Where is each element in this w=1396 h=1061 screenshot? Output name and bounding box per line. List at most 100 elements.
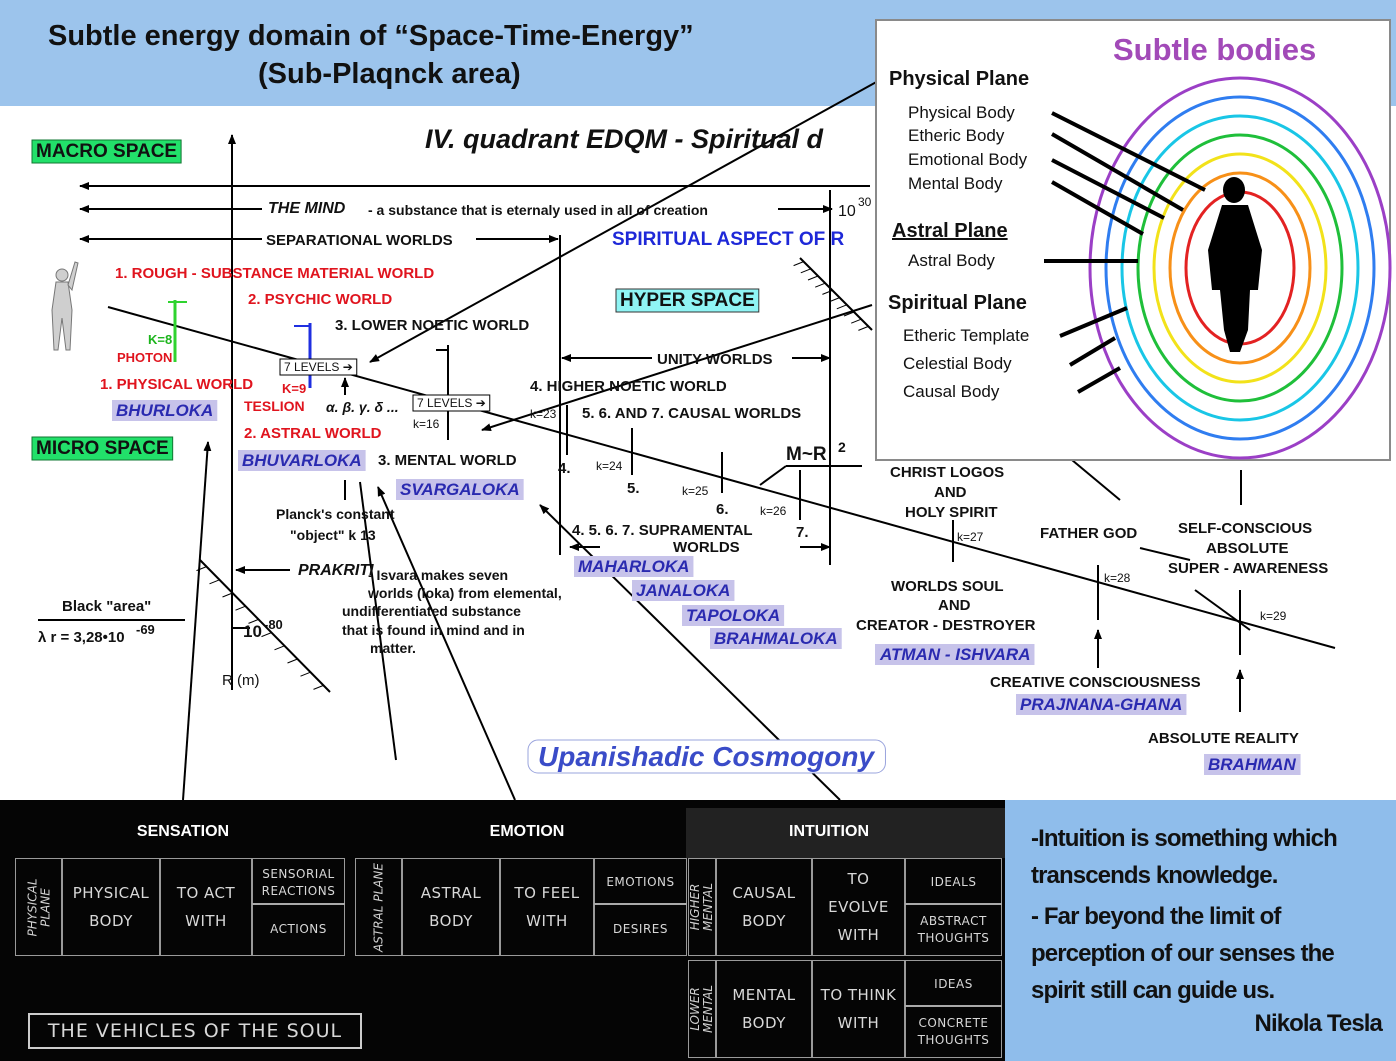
diagram-label: BHURLOKA xyxy=(116,401,213,420)
diagram-label: SVARGALOKA xyxy=(400,480,520,499)
body-cell: CAUSAL BODY xyxy=(716,858,812,956)
body-cell: MENTAL BODY xyxy=(716,960,812,1058)
diagram-label: CHRIST LOGOS xyxy=(890,464,1004,481)
diagram-label: - Isvara makes seven xyxy=(368,567,508,583)
diagram-label: CREATOR - DESTROYER xyxy=(856,617,1036,634)
diagram-label: SPIRITUAL ASPECT OF R xyxy=(612,229,845,250)
body-name: Causal Body xyxy=(903,382,1000,401)
diagram-label: undifferentiated substance xyxy=(342,603,521,619)
panel-title: Subtle bodies xyxy=(1113,32,1316,67)
diagram-label: k=16 xyxy=(413,417,440,431)
page: { "header": {"title_line1": "Subtle ener… xyxy=(0,0,1396,1061)
diagram-label: R (m) xyxy=(222,672,260,689)
diagram-label: k=29 xyxy=(1260,609,1287,623)
diagram-label: 7 LEVELS ➔ xyxy=(417,396,486,410)
reaction-bottom: CONCRETE THOUGHTS xyxy=(905,1009,1002,1054)
diagram-label: PRAJNANA-GHANA xyxy=(1020,695,1182,714)
diagram-label: FATHER GOD xyxy=(1040,525,1137,542)
diagram-label: HYPER SPACE xyxy=(620,290,755,311)
plane-label: LOWER MENTAL xyxy=(690,964,714,1054)
diagram-label: BHUVARLOKA xyxy=(242,451,362,470)
diagram-label: AND xyxy=(938,597,971,614)
body-name: Celestial Body xyxy=(903,354,1012,373)
diagram-label: 10 xyxy=(243,622,262,641)
diagram-label: k=24 xyxy=(596,459,623,473)
diagram-label: SEPARATIONAL WORLDS xyxy=(266,232,453,249)
diagram-label: 4. xyxy=(558,460,571,477)
plane-label: PHYSICAL PLANE xyxy=(17,862,60,952)
diagram-label: WORLDS SOUL xyxy=(891,578,1004,595)
with-cell: TO EVOLVE WITH xyxy=(812,858,905,956)
diagram-label: 5. xyxy=(627,480,640,497)
diagram-label: K=8 xyxy=(148,332,172,347)
diagram-label: 1. PHYSICAL WORLD xyxy=(100,376,253,393)
with-cell: TO FEEL WITH xyxy=(500,858,594,956)
diagram-label: PRAKRITI xyxy=(298,562,374,579)
diagram-label: 7. xyxy=(796,524,809,541)
plane-name: Spiritual Plane xyxy=(888,292,1027,314)
body-cell: PHYSICAL BODY xyxy=(62,858,160,956)
diagram-label: CREATIVE CONSCIOUSNESS xyxy=(990,674,1201,691)
diagram-label: K=9 xyxy=(282,381,306,396)
diagram-label: ATMAN - ISHVARA xyxy=(879,645,1030,664)
diagram-label: matter. xyxy=(370,640,416,656)
plane-name: Astral Plane xyxy=(892,220,1008,242)
diagram-label: 30 xyxy=(858,195,872,209)
plane-label: ASTRAL PLANE xyxy=(357,862,400,952)
quote-line: -Intuition is something which transcends… xyxy=(1031,820,1381,894)
diagram-label: 2. ASTRAL WORLD xyxy=(244,425,382,442)
diagram-label: α. β. γ. δ ... xyxy=(326,399,399,415)
diagram-label: Planck's constant xyxy=(276,506,395,522)
reaction-bottom: DESIRES xyxy=(594,907,687,952)
diagram-label: PHOTON xyxy=(117,350,172,365)
diagram-label: - a substance that is eternaly used in a… xyxy=(368,202,708,218)
diagram-label: "object" k 13 xyxy=(290,527,376,543)
diagram-label: worlds (loka) from elemental, xyxy=(367,585,562,601)
diagram-label: 5. 6. AND 7. CAUSAL WORLDS xyxy=(582,405,801,422)
diagram-label: BRAHMAN xyxy=(1208,755,1297,774)
diagram-label: 2. PSYCHIC WORLD xyxy=(248,291,392,308)
diagram-label: TESLION xyxy=(244,398,305,414)
diagram-label: THE MIND xyxy=(268,200,346,217)
with-cell: TO ACT WITH xyxy=(160,858,252,956)
diagram-label: Black "area" xyxy=(62,598,151,615)
quote-author: Nikola Tesla xyxy=(1255,1005,1382,1042)
diagram-label: ABSOLUTE xyxy=(1206,540,1289,557)
diagram-label: 4. HIGHER NOETIC WORLD xyxy=(530,378,727,395)
diagram-label: 3. LOWER NOETIC WORLD xyxy=(335,317,529,334)
diagram-label: MACRO SPACE xyxy=(36,141,177,162)
body-name: Emotional Body xyxy=(908,150,1028,169)
diagram-label: 2 xyxy=(838,439,846,455)
diagram-label: k=27 xyxy=(957,530,984,544)
body-name: Physical Body xyxy=(908,103,1015,122)
plane-label: HIGHER MENTAL xyxy=(690,862,714,952)
diagram-label: -69 xyxy=(136,622,155,637)
table-caption: THE VEHICLES OF THE SOUL xyxy=(28,1013,362,1049)
reaction-top: IDEAS xyxy=(905,964,1002,1007)
reaction-bottom: ACTIONS xyxy=(252,907,345,952)
diagram-label: k=25 xyxy=(682,484,709,498)
reaction-top: SENSORIAL REACTIONS xyxy=(252,862,345,905)
subtle-bodies-panel: Subtle bodies Physical Plane Physical Bo… xyxy=(876,20,1390,460)
diagram-label: λ r = 3,28•10 xyxy=(38,629,125,646)
body-name: Astral Body xyxy=(908,251,995,270)
body-name: Etheric Template xyxy=(903,326,1029,345)
diagram-label: 1. ROUGH - SUBSTANCE MATERIAL WORLD xyxy=(115,265,434,282)
diagram-label: -80 xyxy=(264,617,283,632)
diagram-label: MICRO SPACE xyxy=(36,438,169,459)
diagram-label: ABSOLUTE REALITY xyxy=(1148,730,1299,747)
reaction-top: IDEALS xyxy=(905,862,1002,905)
diagram-label: 10 xyxy=(838,203,856,220)
column-header: SENSATION xyxy=(93,823,273,841)
diagram-label: 4. 5. 6. 7. SUPRAMENTAL xyxy=(572,522,753,539)
diagram-label: 3. MENTAL WORLD xyxy=(378,452,517,469)
diagram-label: 6. xyxy=(716,501,729,518)
diagram-label: IV. quadrant EDQM - Spiritual d xyxy=(425,124,824,154)
body-cell: ASTRAL BODY xyxy=(402,858,500,956)
plane-name: Physical Plane xyxy=(889,68,1029,90)
column-header: EMOTION xyxy=(437,823,617,841)
body-name: Etheric Body xyxy=(908,126,1005,145)
diagram-label: k=26 xyxy=(760,504,787,518)
diagram-label: Upanishadic Cosmogony xyxy=(538,741,875,772)
